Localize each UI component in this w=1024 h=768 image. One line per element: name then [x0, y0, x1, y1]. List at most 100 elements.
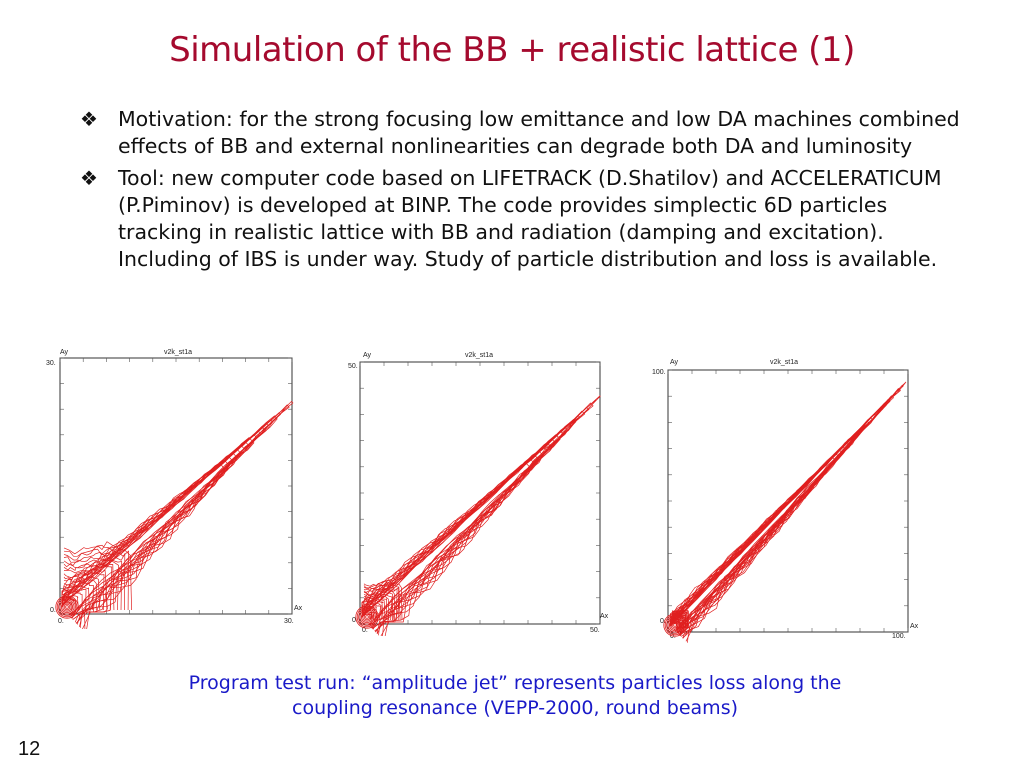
- bullet-text: Motivation: for the strong focusing low …: [118, 107, 960, 158]
- contour-jet-line: [61, 404, 290, 619]
- contour-jet-line: [61, 415, 278, 617]
- contour-jet-line: [61, 452, 238, 629]
- contour-jet-line: [361, 427, 568, 635]
- contour-origin-ring: [62, 602, 72, 612]
- x-min-tick: 0.: [58, 618, 64, 625]
- contour-origin-ring: [360, 610, 373, 623]
- contour-jet-line: [669, 420, 870, 633]
- contour-core-line: [63, 551, 123, 611]
- contour-jet-line: [669, 387, 901, 634]
- contour-origin-ring: [666, 616, 684, 634]
- slide-number: 12: [18, 738, 41, 760]
- contour-jet-line: [670, 381, 907, 631]
- y-min-tick: 0.: [660, 618, 666, 625]
- contour-origin-ring: [59, 599, 75, 615]
- slide-title: Simulation of the BB + realistic lattice…: [169, 30, 855, 70]
- contour-jet-line: [361, 450, 544, 636]
- x-max-tick: 30.: [284, 618, 294, 625]
- contour-origin-ring: [56, 596, 78, 618]
- contour-origin-ring: [58, 598, 76, 616]
- x-axis-label: Ax: [600, 613, 608, 620]
- contour-plot-1: Ay v2k_st1a 30. 0. Ax 0. 30.: [36, 344, 306, 629]
- x-max-tick: 100.: [892, 633, 906, 640]
- plot-2-svg: Ay v2k_st1a 50. 0. Ax 0. 50.: [348, 352, 608, 636]
- diamond-bullet-icon: ❖: [80, 166, 98, 190]
- contour-core-line: [363, 592, 393, 621]
- contour-jet-line: [61, 430, 262, 627]
- contour-jet-line: [361, 395, 601, 626]
- bullet-text: Tool: new computer code based on LIFETRA…: [118, 166, 942, 271]
- contour-origin-ring: [365, 615, 369, 619]
- contour-lines: [55, 400, 294, 629]
- contour-jet-line: [669, 446, 845, 636]
- contour-origin-ring: [673, 623, 677, 627]
- y-min-tick: 0.: [352, 617, 358, 624]
- contour-core-line: [63, 563, 113, 611]
- contour-origin-ring: [55, 595, 79, 619]
- contour-jet-line: [361, 439, 555, 630]
- contour-plot-2: Ay v2k_st1a 50. 0. Ax 0. 50.: [338, 344, 608, 636]
- plot-3-svg: Ay v2k_st1a 100. 0. Ax 0. 100.: [652, 359, 919, 643]
- contour-jet-line: [361, 399, 597, 627]
- bullet-tool: ❖ Tool: new computer code based on LIFET…: [80, 165, 970, 273]
- x-axis-label: Ax: [910, 623, 919, 630]
- contour-origin-ring: [667, 617, 683, 633]
- contour-jet-line: [361, 423, 572, 633]
- y-axis-label: Ay: [363, 352, 372, 359]
- contour-jet-line: [61, 419, 274, 617]
- contour-origin-ring: [670, 620, 680, 630]
- contour-lines: [663, 381, 907, 643]
- caption-line-2: coupling resonance (VEPP-2000, round bea…: [292, 697, 738, 719]
- contour-origin-ring: [359, 609, 375, 625]
- y-max-tick: 50.: [348, 363, 358, 370]
- contour-jet-line: [61, 441, 250, 620]
- contour-jet-line: [61, 455, 235, 629]
- y-max-tick: 100.: [652, 369, 666, 376]
- contour-origin-ring: [358, 608, 376, 626]
- contour-core-line: [63, 548, 126, 611]
- contour-jet-line: [61, 408, 285, 619]
- contour-origin-ring: [63, 603, 71, 611]
- contour-jet-line: [361, 458, 535, 636]
- contour-jet-line: [61, 448, 242, 629]
- plot-title: v2k_st1a: [770, 359, 798, 366]
- bullet-list: ❖ Motivation: for the strong focusing lo…: [80, 106, 970, 278]
- x-min-tick: 0.: [670, 633, 676, 640]
- caption-line-1: Program test run: “amplitude jet” repres…: [188, 672, 842, 694]
- contour-lines: [355, 395, 601, 636]
- contour-jet-line: [361, 402, 594, 629]
- contour-jet-line: [669, 453, 839, 642]
- contour-origin-ring: [356, 606, 378, 628]
- contour-core-line: [363, 604, 381, 621]
- plot-frame: [59, 357, 293, 615]
- plot-title: v2k_st1a: [164, 349, 192, 356]
- diamond-bullet-icon: ❖: [80, 107, 98, 131]
- contour-origin-ring: [355, 605, 379, 629]
- contour-jet-line: [61, 459, 230, 628]
- y-axis-label: Ay: [60, 349, 69, 356]
- contour-origin-ring: [668, 618, 681, 631]
- contour-core-line: [63, 541, 132, 611]
- plot-title: v2k_st1a: [465, 352, 493, 359]
- x-min-tick: 0.: [362, 627, 368, 634]
- plot-1-svg: Ay v2k_st1a 30. 0. Ax 0. 30.: [46, 349, 303, 629]
- x-axis-label: Ax: [294, 605, 303, 612]
- figure-caption: Program test run: “amplitude jet” repres…: [140, 671, 890, 721]
- contour-jet-line: [669, 409, 880, 636]
- contour-jet-line: [361, 462, 532, 633]
- contour-jet-line: [669, 442, 850, 635]
- contour-origin-ring: [65, 605, 69, 609]
- contour-origin-ring: [664, 614, 686, 636]
- plot-frame: [359, 361, 601, 625]
- bullet-motivation: ❖ Motivation: for the strong focusing lo…: [80, 106, 970, 160]
- x-max-tick: 50.: [590, 627, 600, 634]
- contour-origin-ring: [663, 613, 687, 637]
- contour-origin-ring: [362, 612, 372, 622]
- contour-jet-line: [61, 427, 265, 624]
- contour-jet-line: [61, 463, 226, 624]
- contour-jet-line: [61, 423, 269, 620]
- contour-jet-line: [669, 417, 873, 635]
- contour-jet-line: [669, 406, 884, 635]
- contour-jet-line: [361, 410, 586, 626]
- contour-origin-ring: [671, 621, 679, 629]
